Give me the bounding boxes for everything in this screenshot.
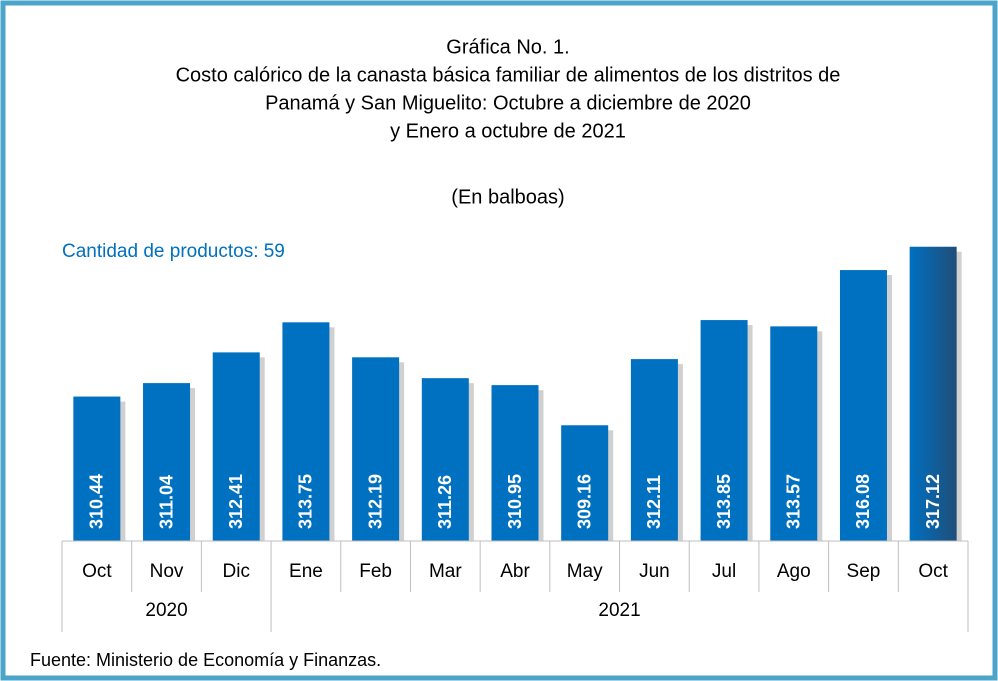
bar [700,320,748,541]
bar [770,326,818,541]
chart-subtitle: (En balboas) [451,186,564,208]
x-tick-label: May [567,561,603,582]
x-tick-label: Oct [82,561,112,582]
x-tick-label: Dic [223,561,250,582]
group-label: 2021 [598,600,640,621]
value-label: 313.57 [784,474,804,529]
value-label: 311.04 [156,475,176,529]
value-label: 311.26 [435,475,455,529]
chart-title: Costo calórico de la canasta básica fami… [176,64,841,86]
x-tick-label: Jul [712,561,736,582]
bar [73,396,121,541]
bar [630,359,678,541]
x-tick-label: Jun [639,561,670,582]
value-label: 310.95 [505,474,525,529]
x-tick-label: Mar [429,561,462,582]
bar [282,322,330,541]
bar [839,270,887,541]
bar [212,352,260,541]
value-label: 317.12 [923,474,943,529]
value-label: 309.16 [574,474,594,529]
x-tick-label: Feb [359,561,392,582]
x-tick-label: Oct [918,561,948,582]
x-tick-label: Sep [847,561,881,582]
bar [421,378,469,541]
value-label: 313.85 [714,474,734,529]
value-label: 312.41 [226,474,246,529]
value-label: 312.19 [365,474,385,529]
chart-title: y Enero a octubre de 2021 [390,120,626,142]
chart-title: Gráfica No. 1. [446,36,569,58]
x-tick-label: Abr [500,561,530,582]
bar [491,385,539,541]
bar [909,246,957,542]
value-label: 313.75 [296,474,316,529]
source: Fuente: Ministerio de Economía y Finanza… [30,650,381,670]
bar [352,357,400,541]
group-label: 2020 [145,600,187,621]
value-label: 310.44 [87,474,107,529]
x-tick-label: Ago [777,561,811,582]
bar [143,383,191,541]
x-tick-label: Nov [150,561,184,582]
chart-title: Panamá y San Miguelito: Octubre a diciem… [265,92,751,114]
x-tick-label: Ene [289,561,323,582]
value-label: 312.11 [644,475,664,529]
value-label: 316.08 [853,474,873,529]
bar [561,425,609,541]
annotation: Cantidad de productos: 59 [62,241,285,262]
